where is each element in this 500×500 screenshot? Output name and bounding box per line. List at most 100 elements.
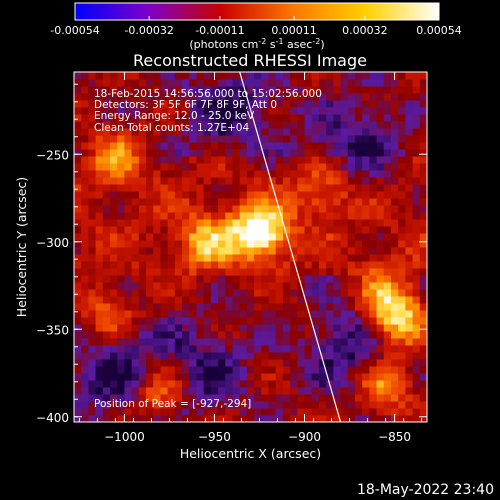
heatmap-cell <box>383 233 392 241</box>
heatmap-cell <box>117 184 125 192</box>
heatmap-cell <box>376 247 385 255</box>
heatmap-cell <box>290 121 298 129</box>
heatmap-cell <box>275 93 284 101</box>
heatmap-cell <box>95 79 104 87</box>
heatmap-cell <box>131 338 140 346</box>
heatmap-cell <box>102 380 111 388</box>
heatmap-cell <box>110 128 118 136</box>
heatmap-cell <box>354 205 363 213</box>
heatmap-cell <box>146 79 154 87</box>
heatmap-cell <box>318 233 327 241</box>
heatmap-cell <box>362 394 370 402</box>
heatmap-cell <box>405 205 414 213</box>
heatmap-cell <box>117 282 125 290</box>
heatmap-cell <box>102 303 111 311</box>
heatmap-cell <box>282 415 291 422</box>
heatmap-cell <box>117 128 125 136</box>
heatmap-cell <box>333 380 342 388</box>
heatmap-cell <box>239 156 248 164</box>
heatmap-cell <box>124 212 133 220</box>
heatmap-cell <box>340 121 349 129</box>
heatmap-cell <box>412 331 421 339</box>
heatmap-cell <box>138 107 147 115</box>
heatmap-cell <box>218 191 226 199</box>
heatmap-cell <box>268 401 277 409</box>
heatmap-cell <box>398 226 406 234</box>
heatmap-cell <box>74 401 82 409</box>
heatmap-cell <box>203 366 212 374</box>
heatmap-cell <box>146 100 154 108</box>
heatmap-cell <box>167 219 176 227</box>
heatmap-cell <box>95 324 104 332</box>
heatmap-cell <box>189 240 197 248</box>
heatmap-cell <box>412 128 421 136</box>
heatmap-cell <box>218 107 226 115</box>
heatmap-cell <box>390 289 399 297</box>
heatmap-cell <box>390 303 399 311</box>
heatmap-cell <box>131 170 140 178</box>
colorbar-units: (photons cm-2 s-1 asec-2) <box>189 37 324 51</box>
heatmap-cell <box>340 79 349 87</box>
heatmap-cell <box>131 289 140 297</box>
heatmap-cell <box>376 170 385 178</box>
heatmap-cell <box>383 198 392 206</box>
heatmap-cell <box>354 121 363 129</box>
heatmap-cell <box>117 261 125 269</box>
heatmap-cell <box>74 275 82 283</box>
heatmap-cell <box>160 331 169 339</box>
heatmap-cell <box>74 254 82 262</box>
heatmap-cell <box>225 156 233 164</box>
heatmap-cell <box>81 163 89 171</box>
heatmap-cell <box>405 79 414 87</box>
heatmap-cell <box>246 359 255 367</box>
heatmap-cell <box>246 100 255 108</box>
heatmap-cell <box>196 135 205 143</box>
heatmap-cell <box>167 380 176 388</box>
heatmap-cell <box>117 401 125 409</box>
heatmap-cell <box>419 282 427 290</box>
heatmap-cell <box>333 149 342 157</box>
heatmap-cell <box>124 121 133 129</box>
heatmap-cell <box>297 219 306 227</box>
heatmap-cell <box>81 387 89 395</box>
heatmap-cell <box>74 184 82 192</box>
heatmap-cell <box>102 373 111 381</box>
heatmap-cell <box>189 289 197 297</box>
heatmap-cell <box>110 240 118 248</box>
heatmap-cell <box>297 177 306 185</box>
heatmap-cell <box>102 93 111 101</box>
heatmap-cell <box>196 415 205 422</box>
y-tick-label: −250 <box>36 148 69 162</box>
heatmap-cell <box>167 240 176 248</box>
heatmap-cell <box>419 219 427 227</box>
heatmap-cell <box>239 205 248 213</box>
heatmap-cell <box>398 289 406 297</box>
heatmap-cell <box>254 310 262 318</box>
heatmap-cell <box>297 352 306 360</box>
heatmap-cell <box>74 324 82 332</box>
heatmap-cell <box>390 219 399 227</box>
heatmap-cell <box>210 233 219 241</box>
heatmap-cell <box>304 142 313 150</box>
heatmap-cell <box>182 373 190 381</box>
heatmap-cell <box>282 373 291 381</box>
heatmap-cell <box>239 149 248 157</box>
heatmap-cell <box>275 268 284 276</box>
heatmap-cell <box>419 170 427 178</box>
heatmap-cell <box>110 79 118 87</box>
heatmap-cell <box>131 415 140 422</box>
heatmap-cell <box>412 177 421 185</box>
heatmap-cell <box>383 107 392 115</box>
heatmap-cell <box>88 268 97 276</box>
heatmap-cell <box>146 401 154 409</box>
heatmap-cell <box>326 275 334 283</box>
heatmap-cell <box>412 114 421 122</box>
heatmap-cell <box>362 205 370 213</box>
heatmap-cell <box>282 205 291 213</box>
heatmap-cell <box>390 142 399 150</box>
annotation-detectors: Detectors: 3F 5F 6F 7F 8F 9F, Att 0 <box>94 99 277 111</box>
heatmap-cell <box>138 142 147 150</box>
heatmap-cell <box>290 149 298 157</box>
heatmap-cell <box>383 303 392 311</box>
heatmap-cell <box>318 373 327 381</box>
